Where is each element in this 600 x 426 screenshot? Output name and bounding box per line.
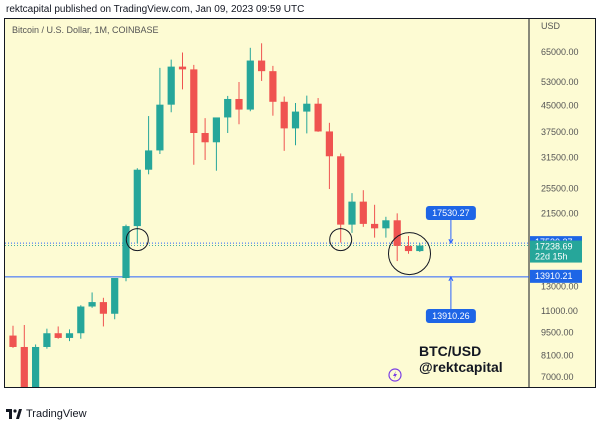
candle-body[interactable]: [269, 71, 277, 102]
y-axis: 65000.00 53000.00 45000.00 37500.00 31500.00…: [541, 47, 579, 382]
price-tag: [530, 269, 582, 283]
y-tick-label: 9500.00: [541, 327, 574, 337]
candle-body[interactable]: [382, 220, 390, 229]
candles[interactable]: [9, 43, 424, 391]
price-tag: [530, 240, 582, 263]
tradingview-logo-icon: [6, 409, 22, 419]
publisher-header: rektcapital published on TradingView.com…: [6, 4, 305, 15]
highlight-circle: [125, 228, 149, 252]
y-tick-label: 65000.00: [541, 47, 579, 57]
watermark-pair: BTC/USD: [419, 343, 481, 359]
candle-body[interactable]: [133, 169, 141, 227]
price-tag-text: 17238.69: [535, 242, 573, 252]
horizontal-levels: [5, 242, 529, 278]
price-tag-text: 13910.21: [535, 271, 573, 281]
candle-body[interactable]: [20, 346, 28, 389]
candle-body[interactable]: [416, 245, 424, 252]
y-tick-label: 21500.00: [541, 208, 579, 218]
candle-body[interactable]: [359, 201, 367, 224]
candle-body[interactable]: [145, 150, 153, 170]
highlight-circles: [125, 228, 431, 276]
candle-body[interactable]: [371, 223, 379, 229]
candle-body[interactable]: [190, 69, 198, 133]
currency-label: USD: [541, 21, 561, 31]
candle-body[interactable]: [122, 226, 130, 279]
candle-body[interactable]: [314, 103, 322, 132]
y-tick-label: 45000.00: [541, 101, 579, 111]
candle-body[interactable]: [337, 156, 345, 225]
candle-body[interactable]: [167, 66, 175, 105]
chart-svg: Bitcoin / U.S. Dollar, 1M, COINBASE USD …: [5, 19, 582, 398]
candle-body[interactable]: [303, 103, 311, 112]
candle-body[interactable]: [65, 333, 74, 338]
candle-body[interactable]: [404, 245, 413, 252]
y-tick-label: 25500.00: [541, 183, 579, 193]
candle-body[interactable]: [111, 278, 119, 314]
candle-body[interactable]: [43, 333, 51, 347]
candle-body[interactable]: [348, 201, 356, 225]
candle-body[interactable]: [246, 60, 254, 110]
price-tag-text: 22d 15h: [535, 252, 568, 262]
callout-arrow: [448, 238, 454, 245]
candle-body[interactable]: [77, 306, 85, 334]
highlight-circle: [329, 228, 353, 252]
chart-frame: Bitcoin / U.S. Dollar, 1M, COINBASE USD …: [4, 18, 596, 398]
price-callouts: 17530.27 13910.26: [425, 206, 476, 323]
callout-arrow: [448, 275, 454, 282]
candle-body[interactable]: [178, 66, 187, 70]
y-tick-label: 13000.00: [541, 282, 579, 292]
lightning-icon[interactable]: [388, 368, 402, 382]
highlight-circle: [388, 232, 431, 276]
candle-body[interactable]: [280, 101, 288, 129]
footer-brand: TradingView: [26, 408, 87, 420]
candle-body[interactable]: [54, 333, 62, 338]
candle-body[interactable]: [32, 346, 40, 389]
candle-body[interactable]: [224, 98, 232, 118]
y-tick-label: 11000.00: [541, 306, 578, 316]
candle-body[interactable]: [201, 132, 209, 143]
footer: TradingView: [6, 406, 87, 422]
candle-body[interactable]: [393, 220, 401, 246]
candle-body[interactable]: [9, 335, 17, 347]
candle-body[interactable]: [325, 131, 333, 157]
callout-label: 13910.26: [432, 311, 470, 321]
candle-body[interactable]: [88, 302, 96, 307]
candle-body[interactable]: [291, 111, 300, 129]
y-tick-label: 7000.00: [541, 372, 574, 382]
callout-box: [425, 206, 476, 220]
candle-body[interactable]: [258, 60, 266, 72]
y-tick-label: 53000.00: [541, 77, 579, 87]
callout-label: 17530.27: [432, 208, 470, 218]
candle-body[interactable]: [212, 117, 220, 143]
chart-title: Bitcoin / U.S. Dollar, 1M, COINBASE: [12, 25, 159, 35]
y-tick-label: 37500.00: [541, 127, 579, 137]
candle-body[interactable]: [235, 98, 243, 110]
candle-body[interactable]: [156, 104, 164, 151]
y-tick-label: 31500.00: [541, 153, 579, 163]
candle-body[interactable]: [99, 302, 107, 314]
callout-box: [425, 309, 476, 323]
y-tick-label: 8100.00: [541, 351, 574, 361]
watermark-author: @rektcapital: [419, 359, 503, 375]
